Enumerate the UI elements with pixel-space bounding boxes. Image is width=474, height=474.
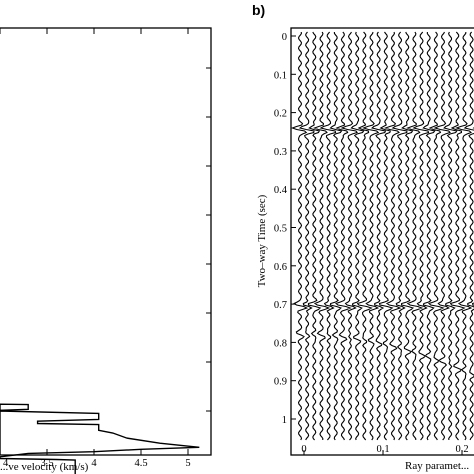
seismic-trace xyxy=(443,31,458,441)
y-tick-label: 0 xyxy=(282,32,287,43)
seismic-trace xyxy=(335,31,352,441)
panel-a-frame xyxy=(0,27,212,456)
seismic-trace xyxy=(378,31,394,441)
seismic-trace xyxy=(463,31,474,441)
seismic-trace xyxy=(340,31,358,441)
seismic-trace xyxy=(383,31,402,441)
x-tick-label: 4 xyxy=(91,458,97,469)
x-tick-label: 4.5 xyxy=(134,458,147,469)
seismic-trace xyxy=(391,31,408,441)
y-tick-label: 0.1 xyxy=(274,70,287,81)
seismic-trace xyxy=(307,31,322,441)
y-tick-label: 0.9 xyxy=(274,377,287,388)
seismic-trace xyxy=(319,31,337,441)
seismic-trace xyxy=(428,31,445,441)
x-tick-label: 0.1 xyxy=(376,444,389,455)
x-tick-label: 3.5 xyxy=(40,458,53,469)
panel-a-velocity-profile: 4 3.5 4 4.5 5 ...ve velocity (km/s) xyxy=(0,27,212,474)
panel-b-ylabel: Two–way Time (sec) xyxy=(256,194,268,287)
seismic-trace xyxy=(329,31,343,441)
panel-b-seismogram: b) 00.10.20.30.40.50.60.70.80.910 0.1 0.2 … xyxy=(252,2,474,472)
seismic-trace xyxy=(422,31,436,441)
velocity-profile-line xyxy=(0,403,200,474)
y-tick-label: 0.6 xyxy=(274,262,287,273)
y-tick-label: 0.7 xyxy=(274,300,287,311)
seismic-trace xyxy=(350,31,365,441)
y-tick-label: 0.4 xyxy=(274,185,288,196)
seismic-trace xyxy=(455,31,473,441)
panel-a-xlabel: ...ve velocity (km/s) xyxy=(0,461,89,473)
seismic-traces xyxy=(290,31,474,441)
panel-b-label: b) xyxy=(252,2,265,18)
y-tick-label: 0.2 xyxy=(274,109,287,120)
seismic-trace xyxy=(433,31,451,441)
panel-b-xlabel: Ray paramet... xyxy=(405,460,469,472)
panel-b-frame xyxy=(290,27,474,456)
seismic-trace xyxy=(313,31,331,441)
x-tick-label: 0 xyxy=(301,444,306,455)
seismic-trace xyxy=(290,31,309,441)
seismic-trace xyxy=(400,31,414,441)
panel-b-tick-labels: 0 0.1 0.2 0.3 0.4 0.5 0.6 0.7 0.8 0.9 1 0 0.1 0.2 xyxy=(274,32,469,455)
panel-a-tick-labels: 4 3.5 4 4.5 5 xyxy=(3,458,191,469)
seismic-trace xyxy=(412,31,430,441)
seismic-trace xyxy=(371,31,387,441)
y-tick-label: 0.8 xyxy=(274,338,287,349)
y-tick-label: 1 xyxy=(282,415,287,426)
seismic-trace xyxy=(406,31,424,441)
panel-b-ticks xyxy=(291,35,463,455)
seismic-trace xyxy=(356,31,373,441)
y-tick-label: 0.3 xyxy=(274,147,287,158)
panel-a-ticks xyxy=(0,28,211,455)
x-tick-label: 4 xyxy=(3,458,9,469)
x-tick-label: 5 xyxy=(185,458,190,469)
seismic-trace xyxy=(361,31,380,441)
seismic-trace xyxy=(449,31,466,441)
x-tick-label: 0.2 xyxy=(455,444,468,455)
seismic-trace xyxy=(298,31,315,441)
y-tick-label: 0.5 xyxy=(274,224,287,235)
